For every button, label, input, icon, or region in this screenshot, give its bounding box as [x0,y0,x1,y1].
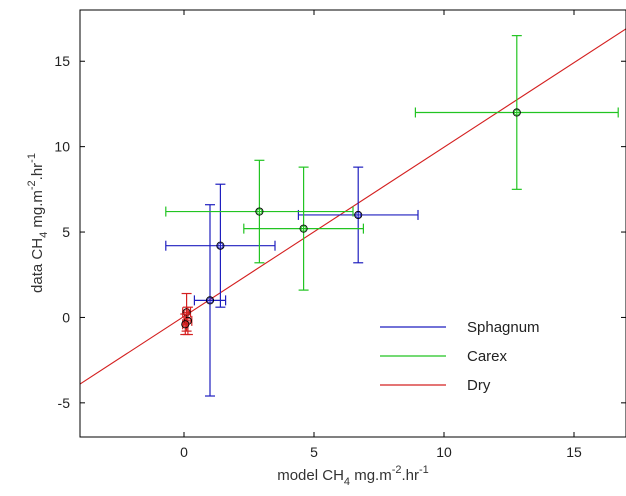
sphagnum-point [206,297,213,304]
dry-point [183,309,190,316]
carex-point [256,208,263,215]
y-axis-label-sup1: -2 [26,180,38,190]
fit-line [79,28,626,385]
x-axis-label-sub: 4 [344,476,350,488]
y-axis-label-prefix: data CH [29,238,46,293]
dry-point-outline [182,308,191,317]
x-axis-label-sup1: -2 [392,464,402,476]
sphagnum-point-outline [205,296,215,305]
x-axis-label-prefix: model CH [277,467,344,484]
legend-label-dry: Dry [467,377,491,394]
x-axis-label-sup2: -1 [419,464,429,476]
plot-area [80,10,626,437]
x-tick-label: 10 [436,444,452,460]
x-tick-label: 15 [566,444,582,460]
x-tick-label: 5 [310,444,318,460]
y-axis-label-sub: 4 [38,232,50,238]
legend-label-carex: Carex [467,348,508,365]
y-axis-label-mid: mg.m [29,190,46,232]
sphagnum-point [217,242,224,249]
axes-box [79,9,626,438]
legend: Sphagnum Carex Dry [380,319,540,394]
sphagnum-point [355,211,362,218]
x-tick-label: 0 [180,444,188,460]
carex-point-outline [512,108,521,117]
carex-point [513,109,520,116]
dry-point [182,321,189,328]
sphagnum-point-outline [354,210,363,220]
carex-point-outline [299,224,308,233]
y-tick-label: 5 [62,224,70,240]
y-tick-label: -5 [58,395,71,411]
dry-point-outline [181,320,190,329]
y-axis-label: data CH4 mg.m-2.hr-1 [26,153,50,293]
legend-label-sphagnum: Sphagnum [467,319,540,336]
y-tick-label: 0 [62,309,70,325]
y-tick-label: 15 [54,53,70,69]
y-axis-label-mid2: .hr [29,163,46,181]
x-axis-label-mid2: .hr [401,467,419,484]
sphagnum-point-outline [216,241,225,250]
x-axis-label: model CH4 mg.m-2.hr-1 [277,464,429,488]
carex-point [300,225,307,232]
y-tick-label: 10 [54,139,70,155]
carex-point-outline [255,207,264,216]
y-axis-label-sup2: -1 [26,153,38,163]
ticks-layer: 0 5 10 15 -5 0 5 10 15 [54,10,626,460]
fit-line-layer [79,28,626,385]
x-axis-label-mid: mg.m [350,467,392,484]
series-layer [165,35,619,397]
